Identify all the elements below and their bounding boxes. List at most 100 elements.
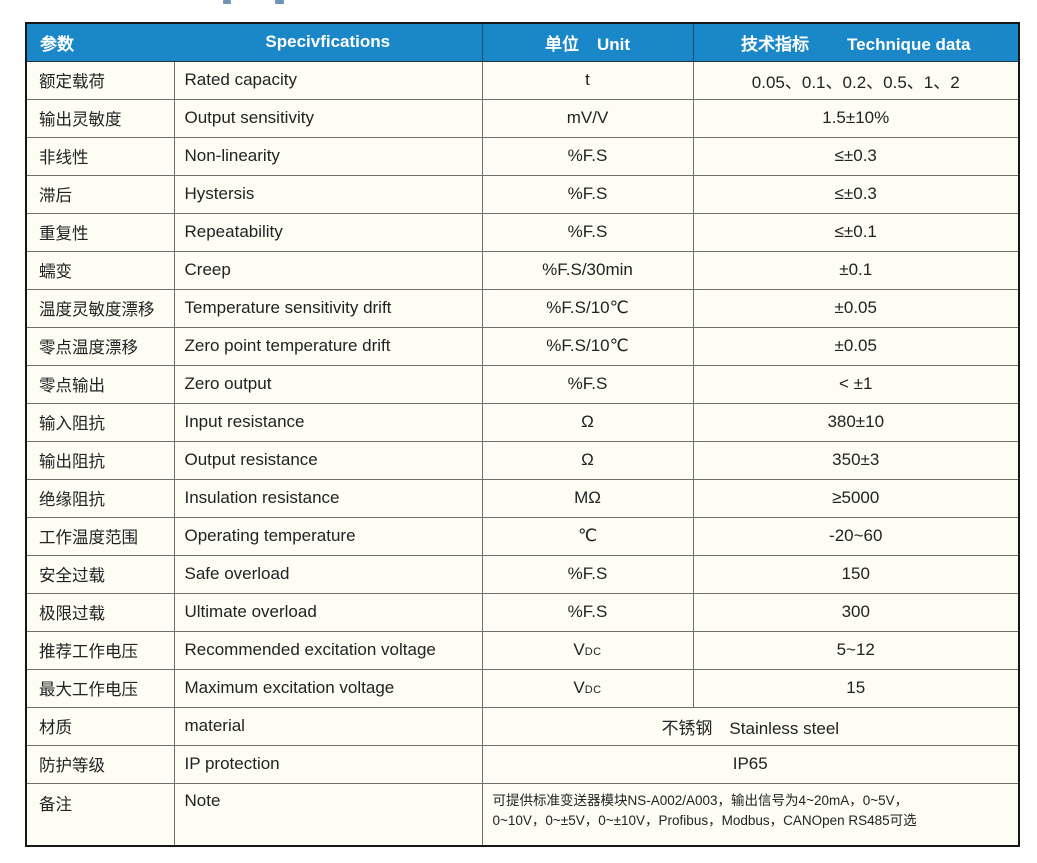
value-cell: ≥5000 [692, 478, 1020, 518]
unit-text: V [573, 640, 585, 659]
param-en-cell: IP protection [173, 744, 483, 784]
value-cell: < ±1 [692, 364, 1020, 404]
table-row: 绝缘阻抗 Insulation resistance MΩ ≥5000 [25, 478, 1020, 518]
param-en-cell: Insulation resistance [173, 478, 483, 518]
table-row: 蠕变 Creep %F.S/30min ±0.1 [25, 250, 1020, 290]
unit-cell: %F.S [481, 136, 694, 176]
param-cn-cell: 重复性 [25, 212, 175, 252]
table-row: 材质 material 不锈钢 Stainless steel [25, 706, 1020, 746]
param-cn-cell: 绝缘阻抗 [25, 478, 175, 518]
value-cell: 380±10 [692, 402, 1020, 442]
unit-cell: Ω [481, 440, 694, 480]
table-row: 输入阻抗 Input resistance Ω 380±10 [25, 402, 1020, 442]
unit-text: %F.S [567, 374, 608, 393]
table-row: 额定载荷 Rated capacity t 0.05、0.1、0.2、0.5、1、2 [25, 60, 1020, 100]
param-en-cell: Zero output [173, 364, 483, 404]
unit-text: %F.S [567, 564, 608, 583]
unit-text: mV/V [566, 108, 609, 127]
note-line: 可提供标准变送器模块NS-A002/A003，输出信号为4~20mA，0~5V， [492, 792, 909, 808]
unit-cell: %F.S [481, 212, 694, 252]
table-row: 防护等级 IP protection IP65 [25, 744, 1020, 784]
table-row: 输出灵敏度 Output sensitivity mV/V 1.5±10% [25, 98, 1020, 138]
value-cell: 1.5±10% [692, 98, 1020, 138]
param-cn-cell: 非线性 [25, 136, 175, 176]
value-cell: -20~60 [692, 516, 1020, 556]
param-cn-cell: 零点输出 [25, 364, 175, 404]
param-cn-cell: 输出灵敏度 [25, 98, 175, 138]
param-cn-cell: 滞后 [25, 174, 175, 214]
unit-cell: VDC [481, 668, 694, 708]
header-tech-en-label: Technique data [847, 34, 971, 54]
param-en-cell: Rated capacity [173, 60, 483, 100]
unit-cell: %F.S [481, 592, 694, 632]
param-cn-cell: 工作温度范围 [25, 516, 175, 556]
specification-table: 参数 Specivfications 单位 Unit 技术指标 Technique … [25, 22, 1020, 847]
param-cn-cell: 蠕变 [25, 250, 175, 290]
param-en-cell: Creep [173, 250, 483, 290]
param-en-cell: material [173, 706, 483, 746]
param-en-cell: Maximum excitation voltage [173, 668, 483, 708]
value-cell: 300 [692, 592, 1020, 632]
table-row: 输出阻抗 Output resistance Ω 350±3 [25, 440, 1020, 480]
param-en-cell: Non-linearity [173, 136, 483, 176]
param-en-cell: Recommended excitation voltage [173, 630, 483, 670]
unit-text: %F.S [567, 602, 608, 621]
unit-cell: %F.S/10℃ [481, 288, 694, 328]
value-cell: ≤±0.3 [692, 136, 1020, 176]
table-row: 极限过载 Ultimate overload %F.S 300 [25, 592, 1020, 632]
param-cn-cell: 输出阻抗 [25, 440, 175, 480]
unit-cell: mV/V [481, 98, 694, 138]
unit-cell: ℃ [481, 516, 694, 556]
value-cell: ±0.05 [692, 288, 1020, 328]
unit-cell: MΩ [481, 478, 694, 518]
unit-text: %F.S/10℃ [546, 298, 629, 317]
table-row: 温度灵敏度漂移 Temperature sensitivity drift %F.S… [25, 288, 1020, 328]
value-cell: 15 [692, 668, 1020, 708]
table-row: 非线性 Non-linearity %F.S ≤±0.3 [25, 136, 1020, 176]
unit-text: %F.S/10℃ [546, 336, 629, 355]
unit-cell: Ω [481, 402, 694, 442]
table-body: 额定载荷 Rated capacity t 0.05、0.1、0.2、0.5、1、2 输… [25, 60, 1020, 847]
unit-subscript: DC [584, 684, 602, 696]
param-en-cell: Zero point temperature drift [173, 326, 483, 366]
cropped-title-remnant [223, 0, 231, 4]
unit-cell: %F.S [481, 554, 694, 594]
unit-text: Ω [581, 450, 594, 469]
header-cell-specifications: Specivfications [174, 23, 482, 62]
param-en-cell: Output resistance [173, 440, 483, 480]
unit-text: %F.S [567, 222, 608, 241]
unit-cell: %F.S/30min [481, 250, 694, 290]
table-row: 安全过载 Safe overload %F.S 150 [25, 554, 1020, 594]
unit-subscript: DC [584, 646, 602, 658]
param-en-cell: Temperature sensitivity drift [173, 288, 483, 328]
unit-text: %F.S [567, 184, 608, 203]
table-row: 重复性 Repeatability %F.S ≤±0.1 [25, 212, 1020, 252]
param-en-cell: Input resistance [173, 402, 483, 442]
table-row: 推荐工作电压 Recommended excitation voltage VDC 5… [25, 630, 1020, 670]
param-cn-cell: 输入阻抗 [25, 402, 175, 442]
value-cell: 0.05、0.1、0.2、0.5、1、2 [692, 60, 1020, 100]
header-param-label: 参数 [40, 34, 74, 54]
table-row: 零点输出 Zero output %F.S < ±1 [25, 364, 1020, 404]
unit-cell: %F.S [481, 364, 694, 404]
table-row: 工作温度范围 Operating temperature ℃ -20~60 [25, 516, 1020, 556]
param-cn-cell: 安全过载 [25, 554, 175, 594]
param-en-cell: Note [173, 782, 483, 847]
param-cn-cell: 极限过载 [25, 592, 175, 632]
value-cell: 5~12 [692, 630, 1020, 670]
param-cn-cell: 推荐工作电压 [25, 630, 175, 670]
param-cn-cell: 零点温度漂移 [25, 326, 175, 366]
param-cn-cell: 防护等级 [25, 744, 175, 784]
table-row: 最大工作电压 Maximum excitation voltage VDC 15 [25, 668, 1020, 708]
cropped-title-remnant [275, 0, 284, 4]
header-cell-technique-data: 技术指标 Technique data [692, 23, 1019, 62]
param-en-cell: Hystersis [173, 174, 483, 214]
value-cell: 350±3 [692, 440, 1020, 480]
header-cell-param: 参数 [26, 23, 174, 62]
table-row: 零点温度漂移 Zero point temperature drift %F.S/1… [25, 326, 1020, 366]
param-en-cell: Ultimate overload [173, 592, 483, 632]
param-cn-cell: 材质 [25, 706, 175, 746]
unit-cell: %F.S [481, 174, 694, 214]
param-en-cell: Output sensitivity [173, 98, 483, 138]
